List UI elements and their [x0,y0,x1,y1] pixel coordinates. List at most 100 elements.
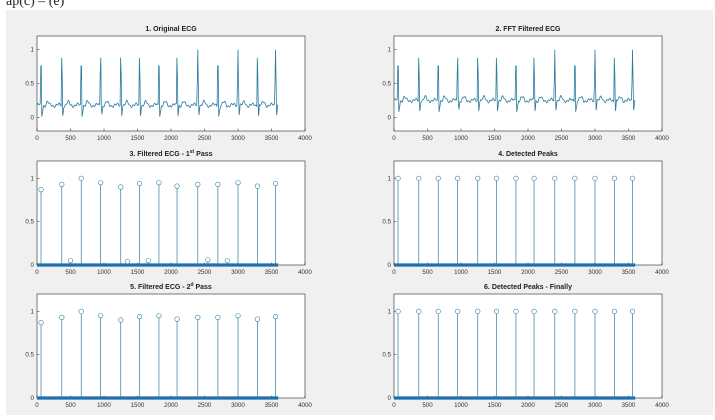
subplot-2: 2. FFT Filtered ECG 0 500 1000 1500 2000 2500 3… [382,26,669,142]
stem-marker [145,258,151,264]
stem-marker [156,313,162,319]
x-tick-label: 0 [392,135,396,142]
stem-marker [78,175,84,181]
stem-marker [174,183,180,189]
x-tick-label: 0 [392,269,396,276]
stem-marker [475,308,481,314]
stem-marker [235,180,241,186]
chart-title: 2. FFT Filtered ECG [496,26,562,33]
x-tick-label: 0 [392,402,396,409]
x-tick-label: 2500 [198,402,212,409]
x-tick-label: 3000 [231,402,245,409]
x-tick-label: 3500 [265,269,279,276]
stem-marker [435,175,441,181]
axes-box [393,293,663,399]
stem-marker [224,258,230,264]
y-tick-label: 1 [388,308,392,315]
axes-box [36,160,306,266]
x-tick-label: 3000 [231,135,245,142]
subplot-3: 3. Filtered ECG - 1st Pass 0 500 1000 1500 20… [25,149,312,276]
axes-box [36,35,306,132]
x-tick-label: 2000 [521,135,535,142]
stem-marker [513,175,519,181]
stem-marker [531,175,537,181]
stem-marker [629,175,636,181]
x-tick-label: 1000 [454,402,468,409]
x-tick-label: 3500 [265,402,279,409]
stem-marker [235,313,241,319]
stem-marker [67,258,74,264]
x-tick-label: 2000 [521,402,535,409]
x-tick-label: 2500 [198,269,212,276]
stem-marker [493,308,500,314]
x-tick-label: 3000 [231,269,245,276]
x-tick-label: 3500 [265,135,279,142]
x-tick-label: 1000 [454,269,468,276]
stem-marker [272,313,279,320]
x-tick-label: 1000 [97,269,111,276]
y-tick-label: 1 [388,175,392,182]
stem-marker [592,175,598,181]
chart-title: 6. Detected Peaks - Finally [484,284,572,291]
x-tick-label: 2500 [198,135,212,142]
stem-marker [38,187,44,193]
y-tick-label: 0.5 [382,81,391,88]
figure-caption: ap(c) – (e) [6,0,65,9]
stem-marker [572,308,578,314]
x-tick-label: 3000 [588,402,602,409]
x-tick-label: 2000 [164,402,178,409]
axes-box [393,160,663,266]
x-tick-label: 4000 [298,135,312,142]
x-tick-label: 1000 [454,135,468,142]
stem-marker [416,308,422,314]
y-tick-label: 0.5 [25,219,34,226]
x-tick-label: 3500 [622,269,636,276]
axes-box [393,35,663,132]
y-tick-label: 0.5 [382,219,391,226]
stem-marker [78,308,84,314]
x-tick-label: 500 [65,402,76,409]
stem-marker [611,308,618,314]
figure-panel: 1. Original ECG 0 500 1000 1500 2000 2500 3000 3… [6,10,713,415]
stem-marker [195,181,201,187]
stem-marker [124,258,131,265]
y-tick-label: 0.5 [25,81,34,88]
stem-marker [98,313,104,319]
y-tick-label: 0 [31,262,35,269]
stem-marker [254,183,261,189]
x-tick-label: 0 [35,135,39,142]
ecg-series-line [36,49,279,117]
stem-marker [136,313,143,320]
y-tick-label: 1 [388,47,392,54]
stem-marker [254,316,261,322]
stem-marker [513,308,519,314]
x-tick-label: 500 [422,402,433,409]
stem-marker [455,308,461,314]
chart-title: 1. Original ECG [145,26,197,33]
chart-title: 5. Filtered ECG - 2d Pass [130,282,212,291]
x-tick-label: 2500 [555,269,569,276]
x-tick-label: 500 [65,269,76,276]
stem-marker [435,308,441,314]
y-tick-label: 0 [31,395,35,402]
x-tick-label: 1500 [488,135,502,142]
chart-title: 4. Detected Peaks [498,151,558,158]
y-tick-label: 0 [388,262,392,269]
x-tick-label: 4000 [655,402,669,409]
x-tick-label: 1000 [97,402,111,409]
stem-marker [136,180,143,187]
y-tick-label: 0 [31,114,35,121]
stem-marker [592,308,598,314]
y-tick-label: 1 [31,47,35,54]
y-tick-label: 1 [31,175,35,182]
stem-marker [156,180,162,186]
x-tick-label: 1000 [97,135,111,142]
x-tick-label: 3500 [622,402,636,409]
x-tick-label: 2000 [164,135,178,142]
x-tick-label: 0 [35,269,39,276]
stem-marker [98,180,104,186]
x-tick-label: 500 [422,135,433,142]
stem-marker [215,314,221,321]
subplot-1: 1. Original ECG 0 500 1000 1500 2000 2500 3000 3… [25,26,312,142]
stem-marker [611,175,618,181]
